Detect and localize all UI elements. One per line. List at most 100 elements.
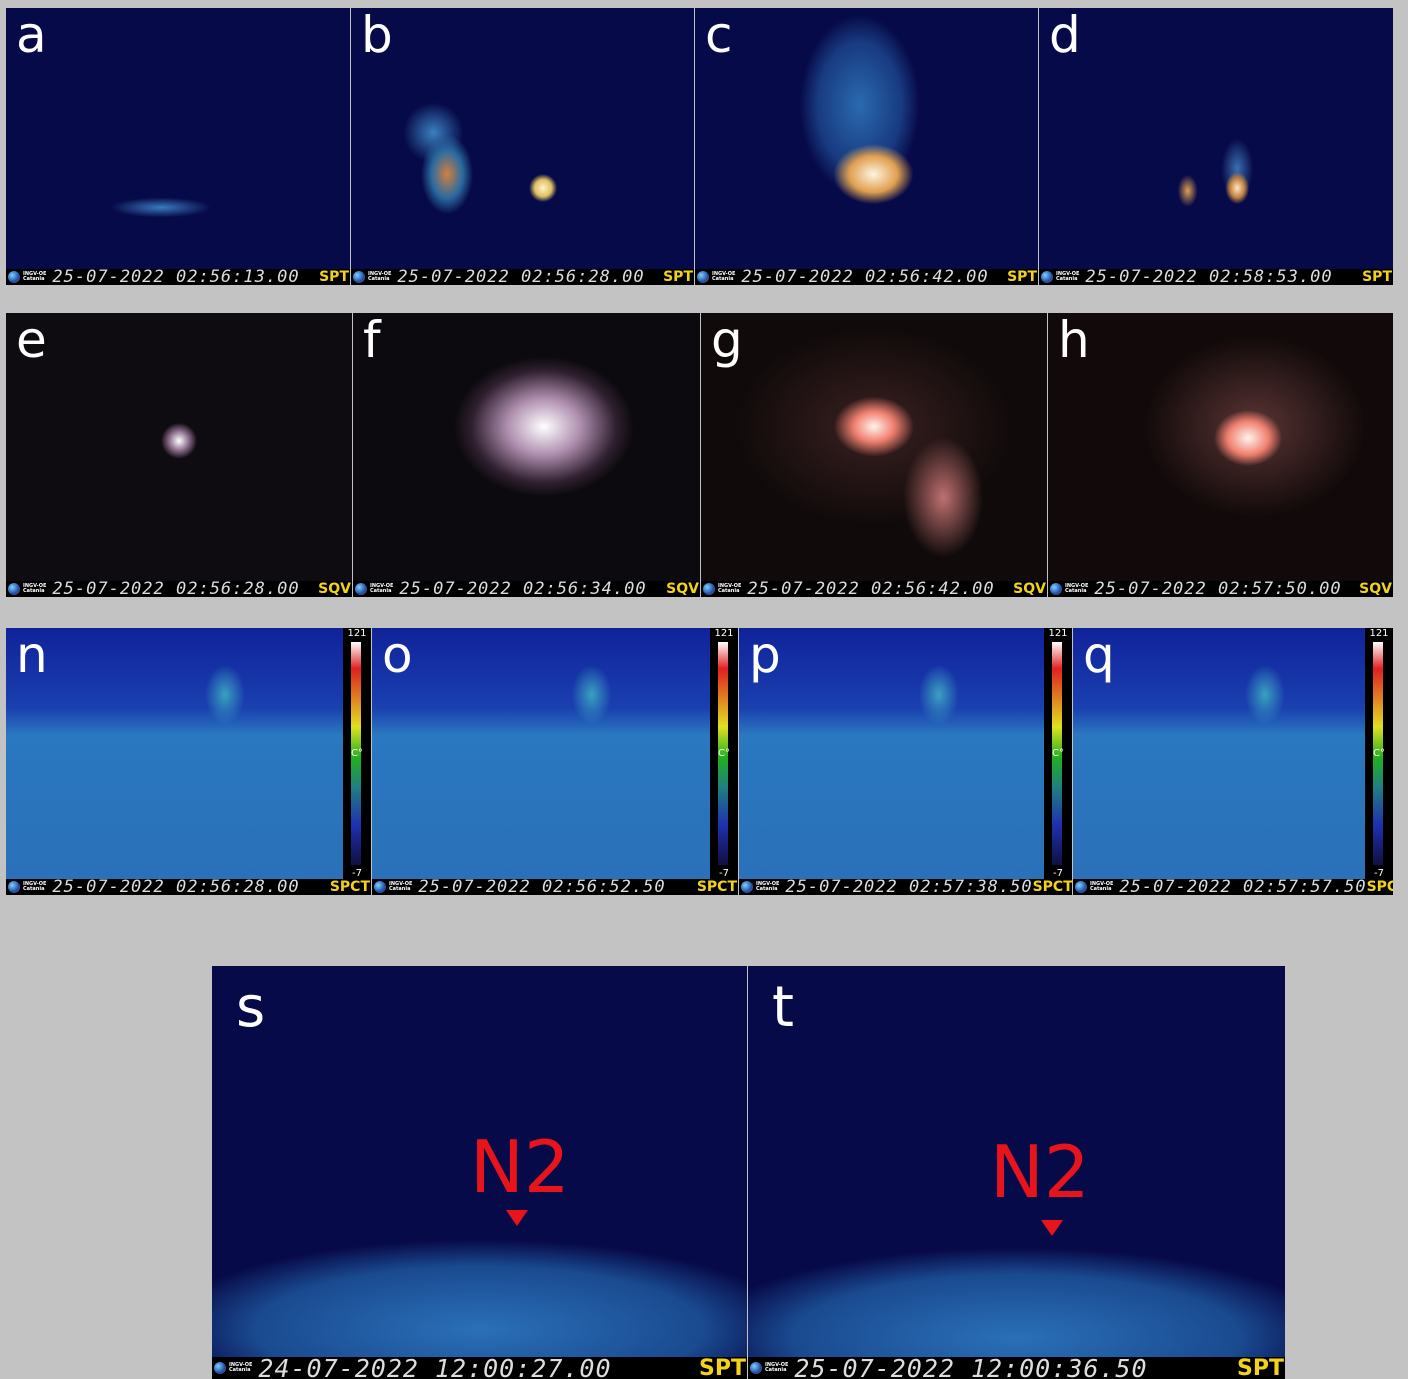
timestamp: 25-07-2022 02:56:52.50 xyxy=(418,877,696,895)
vent-marker xyxy=(1041,1220,1063,1236)
logo-globe xyxy=(750,1362,762,1374)
camera-code: SPT xyxy=(1007,269,1037,285)
scale-min: -7 xyxy=(710,868,738,879)
panel-label: c xyxy=(705,10,733,60)
scale-min: -7 xyxy=(1365,868,1393,879)
panel-label: p xyxy=(749,630,781,680)
logo-bottom: Catania xyxy=(23,277,46,282)
color-scale: 121 C° -7 xyxy=(343,628,371,879)
logo-bottom: Catania xyxy=(1056,277,1079,282)
scale-unit: C° xyxy=(1365,748,1393,759)
logo-bottom: Catania xyxy=(1065,589,1088,594)
logo-globe xyxy=(8,583,20,595)
camera-code: SPT xyxy=(699,1356,746,1379)
logo-globe xyxy=(1075,881,1087,893)
timestamp: 25-07-2022 12:00:36.50 xyxy=(794,1354,1237,1379)
logo-globe xyxy=(741,881,753,893)
scale-max: 121 xyxy=(1365,628,1393,639)
scale-max: 121 xyxy=(710,628,738,639)
camera-code: SPCT xyxy=(330,879,370,895)
logo-bottom: Catania xyxy=(370,589,393,594)
logo-bottom: Catania xyxy=(756,887,779,892)
camera-code: SPT xyxy=(1362,269,1392,285)
timestamp-bar: INGV-OECatania25-07-2022 02:57:38.50SPCT xyxy=(739,879,1072,895)
logo-globe xyxy=(353,271,365,283)
logo-globe xyxy=(8,881,20,893)
timestamp: 25-07-2022 02:56:28.00 xyxy=(52,877,329,895)
panel-label: a xyxy=(16,10,47,60)
timestamp: 25-07-2022 02:57:50.00 xyxy=(1094,579,1359,597)
timestamp-bar: INGV-OECatania25-07-2022 02:57:50.00SQV xyxy=(1048,581,1393,597)
camera-code: SPT xyxy=(319,269,349,285)
panel-label: e xyxy=(16,315,47,365)
logo-globe xyxy=(703,583,715,595)
logo-globe xyxy=(355,583,367,595)
color-scale: 121 C° -7 xyxy=(1365,628,1393,879)
camera-frame: sN2INGV-OECatania24-07-2022 12:00:27.00S… xyxy=(212,966,747,1379)
timestamp: 25-07-2022 02:57:38.50 xyxy=(785,877,1032,895)
scale-unit: C° xyxy=(1044,748,1072,759)
timestamp: 25-07-2022 02:58:53.00 xyxy=(1085,267,1362,285)
vent-label: N2 xyxy=(470,1131,570,1203)
vent-marker xyxy=(506,1210,528,1226)
vent-label: N2 xyxy=(990,1136,1090,1208)
logo-globe xyxy=(8,271,20,283)
panel-label: s xyxy=(236,980,265,1036)
logo-globe xyxy=(697,271,709,283)
scale-min: -7 xyxy=(343,868,371,879)
timestamp-bar: INGV-OECatania25-07-2022 02:56:52.50SPCT xyxy=(372,879,738,895)
logo-bottom: Catania xyxy=(718,589,741,594)
timestamp: 25-07-2022 02:56:28.00 xyxy=(52,579,318,597)
timestamp: 25-07-2022 02:57:57.50 xyxy=(1119,877,1366,895)
scale-max: 121 xyxy=(1044,628,1072,639)
figure: {"rows":[ {"panels":[ {"label":"a","logo… xyxy=(0,0,1408,1379)
logo-globe xyxy=(214,1362,226,1374)
camera-code: SPT xyxy=(663,269,693,285)
panel-label: d xyxy=(1049,10,1081,60)
camera-code: SQV xyxy=(318,581,351,597)
logo-bottom: Catania xyxy=(229,1368,252,1373)
panel-label: f xyxy=(363,315,381,365)
panel-label: h xyxy=(1058,315,1090,365)
logo-bottom: Catania xyxy=(389,887,412,892)
logo-bottom: Catania xyxy=(765,1368,788,1373)
timestamp: 25-07-2022 02:56:42.00 xyxy=(747,579,1013,597)
camera-code: SQV xyxy=(666,581,699,597)
timestamp: 25-07-2022 02:56:34.00 xyxy=(399,579,666,597)
camera-code: SQV xyxy=(1013,581,1046,597)
logo-globe xyxy=(374,881,386,893)
camera-frame: bINGV-OECatania25-07-2022 02:56:28.00SPT xyxy=(351,8,694,285)
scale-max: 121 xyxy=(343,628,371,639)
camera-frame: d INGV-OECatania 25-07-2022 02:58:53.00SPT xyxy=(1039,8,1393,285)
panel-label: q xyxy=(1083,630,1115,680)
scale-unit: C° xyxy=(343,748,371,759)
logo-globe xyxy=(1050,583,1062,595)
timestamp: 25-07-2022 02:56:28.00 xyxy=(397,267,663,285)
